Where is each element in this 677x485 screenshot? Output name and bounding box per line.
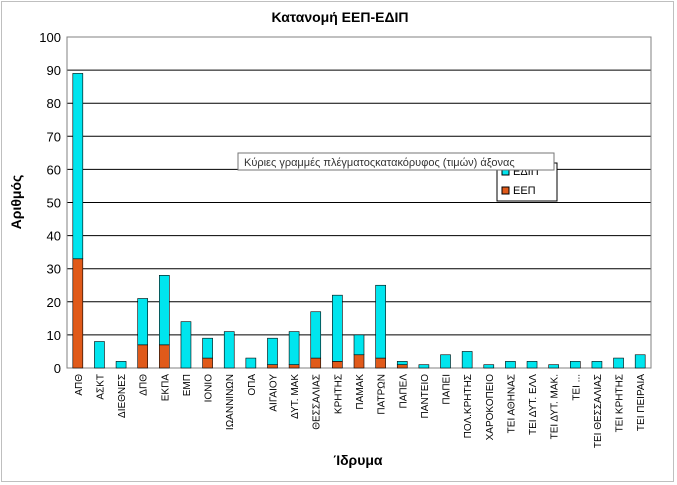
x-tick-label: ΟΠΑ — [247, 374, 258, 396]
bar-segment-edip — [223, 331, 235, 369]
x-tick-label: ΤΕΙ ΑΘΗΝΑΣ — [506, 374, 517, 433]
bar-segment-edip — [288, 331, 300, 365]
bar-segment-edip — [267, 337, 278, 365]
bar-segment-edip — [310, 311, 322, 359]
x-tick-label: ΠΑΤΡΩΝ — [377, 374, 388, 415]
bar-segment-eep — [353, 354, 365, 369]
x-tick-label: ΤΕΙ ΚΡΗΤΗΣ — [615, 374, 626, 432]
bar-segment-edip — [353, 334, 365, 356]
y-axis-label: Αριθμός — [8, 175, 24, 230]
bar-segment-edip — [569, 361, 581, 369]
y-tick-label: 100 — [39, 30, 61, 45]
y-tick-label: 20 — [47, 295, 61, 310]
bar-segment-edip — [505, 361, 516, 369]
bar-segment-edip — [418, 364, 430, 369]
y-tick-label: 50 — [47, 196, 61, 211]
bar-segment-edip — [634, 354, 646, 369]
bar-segment-eep — [332, 361, 343, 369]
x-tick-label: ΔΥΤ. ΜΑΚ — [290, 374, 301, 419]
bar-segment-edip — [396, 361, 408, 365]
bars — [72, 73, 646, 369]
y-tick-label: 40 — [47, 229, 61, 244]
chart-title: Κατανομή ΕΕΠ-ΕΔΙΠ — [271, 9, 408, 25]
y-tick-label: 80 — [47, 96, 61, 111]
x-tick-label: ΠΑΠΕΛ — [398, 374, 409, 409]
x-tick-label: ΤΕΙ ... — [571, 374, 582, 401]
bar-segment-eep — [159, 344, 170, 369]
y-tick-labels: 0 10 20 30 40 50 60 70 80 90 100 — [39, 30, 61, 376]
bar-segment-edip — [483, 364, 495, 369]
bar-segment-eep — [72, 258, 84, 369]
bar-segment-eep — [396, 364, 408, 369]
x-tick-label: ΧΑΡΟΚΟΠΕΙΟ — [485, 374, 496, 441]
x-tick-label: ΑΙΓΑΙΟΥ — [268, 374, 279, 412]
bar-segment-edip — [440, 354, 451, 369]
y-tick-label: 60 — [47, 162, 61, 177]
bar-segment-edip — [461, 351, 473, 369]
x-tick-label: ΠΑΜΑΚ — [355, 374, 366, 410]
bar-segment-edip — [202, 337, 213, 359]
y-tick-label: 30 — [47, 262, 61, 277]
x-tick-label: ΔΠΘ — [139, 374, 150, 396]
x-tick-label: ΠΟΛ.ΚΡΗΤΗΣ — [463, 374, 474, 438]
bar-segment-edip — [94, 341, 105, 369]
x-tick-label: ΤΕΙ ΘΕΣΣΑΛΙΑΣ — [593, 374, 604, 448]
bar-segment-eep — [202, 357, 213, 369]
x-tick-label: ΕΚΠΑ — [160, 374, 171, 402]
x-tick-label: ΕΜΠ — [182, 374, 193, 396]
bar-segment-edip — [159, 275, 170, 346]
bar-segment-eep — [288, 364, 300, 369]
x-tick-label: ΤΕΙ ΔΥΤ. ΜΑΚ. — [550, 374, 561, 439]
x-tick-label: ΘΕΣΣΑΛΙΑΣ — [312, 374, 323, 430]
bar-segment-edip — [375, 284, 386, 359]
bar-segment-edip — [180, 321, 192, 369]
x-tick-label: ΠΑΠΕΙ — [442, 374, 453, 405]
bar-segment-edip — [591, 361, 603, 369]
tooltip: Κύριες γραμμές πλέγματοςκατακόρυφος (τιμ… — [237, 152, 555, 171]
x-tick-labels: ΑΠΘ ΑΣΚΤ ΔΙΕΘΝΕΣ ΔΠΘ ΕΚΠΑ ΕΜΠ ΙΟΝΙΟ ΙΩΑΝΝΙΝΩΝ ΟΠ… — [74, 374, 647, 448]
legend-label-eep: ΕΕΠ — [513, 185, 536, 197]
bar-segment-edip — [548, 364, 559, 369]
bar-segment-edip — [72, 73, 84, 260]
gridlines — [67, 36, 651, 369]
bar-segment-edip — [137, 298, 149, 346]
bar-segment-eep — [137, 344, 149, 369]
x-tick-label: ΠΑΝΤΕΙΟ — [420, 374, 431, 419]
bar-segment-edip — [115, 361, 127, 369]
x-tick-label: ΚΡΗΤΗΣ — [333, 374, 344, 414]
x-tick-label: ΔΙΕΘΝΕΣ — [117, 374, 128, 418]
x-tick-label: ΤΕΙ ΔΥΤ. ΕΛΛ — [528, 374, 539, 435]
bar-segment-edip — [332, 294, 343, 362]
y-tick-label: 90 — [47, 63, 61, 78]
bar-segment-eep — [310, 357, 322, 369]
x-tick-label: ΑΠΘ — [74, 374, 85, 396]
y-tick-label: 70 — [47, 129, 61, 144]
tooltip-box — [237, 152, 555, 171]
bar-segment-eep — [267, 364, 278, 369]
bar-segment-edip — [613, 357, 624, 369]
legend-swatch-eep — [501, 186, 510, 195]
bar-segment-eep — [375, 357, 386, 369]
bar-segment-edip — [245, 357, 257, 369]
x-tick-label: ΑΣΚΤ — [95, 374, 106, 400]
tooltip-text: Κύριες γραμμές πλέγματοςκατακόρυφος (τιμ… — [244, 157, 515, 169]
x-axis-label: Ίδρυμα — [333, 452, 382, 468]
bar-segment-edip — [526, 361, 538, 369]
x-tick-label: ΤΕΙ ΠΕΙΡΑΙΑ — [636, 374, 647, 431]
y-tick-label: 10 — [47, 328, 61, 343]
x-tick-label: ΙΩΑΝΝΙΝΩΝ — [225, 374, 236, 430]
x-tick-label: ΙΟΝΙΟ — [204, 374, 215, 403]
y-tick-label: 0 — [54, 361, 61, 376]
